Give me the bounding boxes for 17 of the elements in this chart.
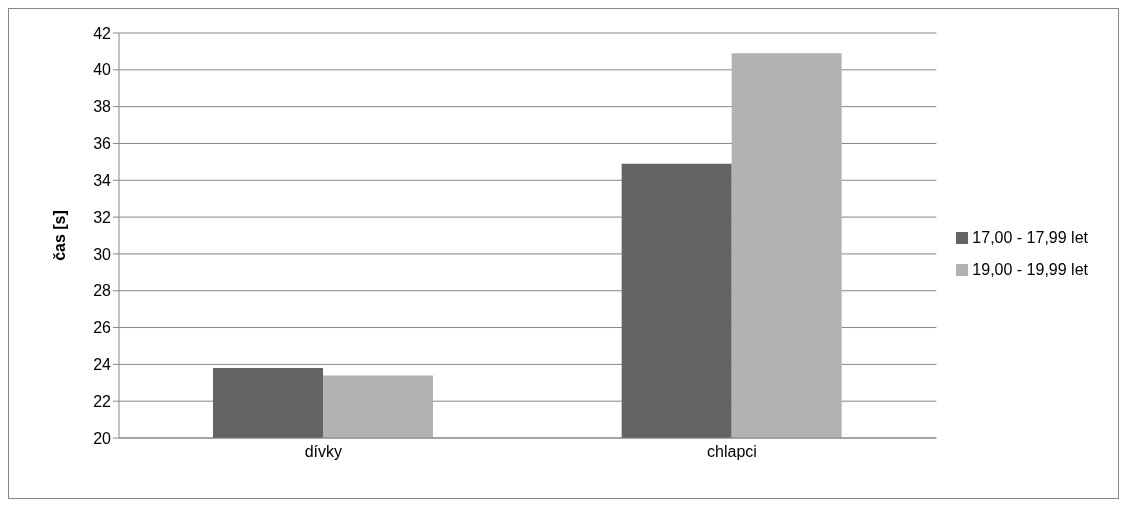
y-tick-label: 20: [93, 429, 112, 447]
y-axis-title: čas [s]: [50, 210, 68, 261]
x-tick-label: chlapci: [707, 443, 757, 461]
y-tick-label: 34: [93, 171, 112, 189]
y-tick-label: 38: [93, 98, 112, 116]
y-tick-label: 32: [93, 208, 112, 226]
x-tick-label: dívky: [304, 443, 343, 461]
y-tick-label: 22: [93, 392, 112, 410]
y-tick-label: 28: [93, 282, 112, 300]
y-tick-label: 36: [93, 135, 112, 153]
y-tick-label: 40: [93, 61, 112, 79]
y-tick-label: 30: [93, 245, 112, 263]
legend-label: 17,00 - 17,99 let: [972, 228, 1088, 246]
y-tick-label: 42: [93, 24, 112, 42]
y-tick-label: 24: [93, 356, 112, 374]
y-tick-label: 26: [93, 319, 112, 337]
legend-label: 19,00 - 19,99 let: [972, 260, 1088, 278]
